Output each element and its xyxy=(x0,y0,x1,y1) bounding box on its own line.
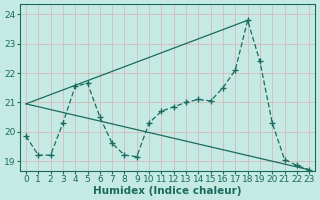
X-axis label: Humidex (Indice chaleur): Humidex (Indice chaleur) xyxy=(93,186,242,196)
